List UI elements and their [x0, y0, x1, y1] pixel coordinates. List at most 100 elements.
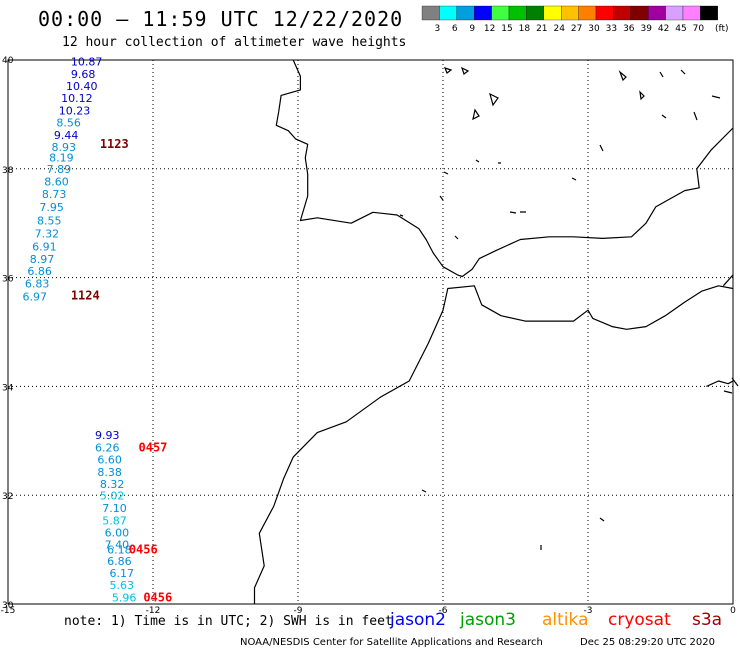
coastline	[253, 59, 734, 604]
color-bin-label: 30	[588, 24, 600, 34]
coastline-segment	[722, 274, 734, 287]
wave-height-value: 10.40	[66, 80, 98, 93]
color-bin-swatch	[421, 5, 440, 21]
island-outline	[399, 66, 739, 550]
color-bin-swatch	[491, 5, 510, 21]
color-bin-label: 18	[519, 24, 531, 34]
coastline-segment	[275, 59, 734, 278]
generated-timestamp: Dec 25 08:29:20 UTC 2020	[580, 637, 715, 648]
wave-height-value: 6.86	[107, 555, 132, 568]
mission-label-jason2: jason2	[389, 610, 446, 630]
wave-height-value: 6.86	[27, 265, 52, 278]
pass-time-labels: 1123 1124 0457 0456 0456	[71, 137, 172, 604]
mission-legend: jason2 jason3 altika cryosat s3a	[389, 610, 722, 630]
axis-tick-labels: -15 -12 -9 -6 -3 0 40 38 36 34 32 30	[1, 56, 736, 616]
color-bin-swatch	[474, 5, 492, 21]
wave-height-value: 8.38	[97, 466, 122, 479]
color-bin-swatch	[595, 5, 614, 21]
wave-height-value: 5.87	[102, 515, 127, 528]
wave-height-value: 5.96	[112, 591, 136, 604]
color-bin-label: 21	[536, 24, 547, 34]
color-scale-legend: 3 6 9 12 15 18 21 24 27 30 33 36 39 42 45 70	[421, 5, 718, 34]
wave-height-value: 6.17	[110, 567, 135, 580]
map-subtitle: 12 hour collection of altimeter wave hei…	[62, 35, 406, 50]
units-note: note: 1) Time is in UTC; 2) SWH is in fe…	[64, 614, 393, 629]
wave-height-value: 5.02	[100, 490, 125, 503]
color-bin-swatch	[648, 5, 666, 21]
wave-height-value: 8.19	[49, 152, 73, 165]
wave-height-value: 9.68	[71, 68, 96, 81]
wave-height-value: 6.26	[95, 442, 120, 455]
latitude-tick-label: 32	[2, 492, 13, 502]
wave-height-value: 10.87	[71, 55, 103, 68]
color-bin-swatch	[439, 5, 457, 21]
color-bin-label: 45	[675, 24, 686, 34]
wave-height-value: 5.63	[110, 579, 135, 592]
wave-height-value: 6.83	[25, 277, 49, 290]
altimeter-observations: 10.879.6810.4010.1210.238.569.448.938.19…	[23, 55, 137, 604]
wave-height-value: 7.95	[39, 201, 64, 214]
mission-label-cryosat: cryosat	[608, 610, 671, 630]
map-frame	[7, 59, 734, 605]
longitude-tick-label: 0	[730, 606, 736, 616]
wave-height-value: 6.18	[107, 543, 132, 556]
color-bin-swatch	[526, 5, 544, 21]
map-grid	[8, 60, 733, 604]
color-bin-label: 42	[658, 24, 669, 34]
wave-height-value: 6.00	[105, 527, 129, 540]
color-bin-label: 24	[553, 24, 565, 34]
color-bin-label: 15	[501, 24, 512, 34]
mission-label-jason3: jason3	[459, 610, 516, 630]
color-bin-label: 27	[571, 24, 582, 34]
wave-height-value: 9.44	[54, 129, 79, 142]
longitude-tick-label: -12	[146, 606, 161, 616]
color-bin-swatch	[700, 5, 718, 21]
color-bin-swatch	[456, 5, 475, 21]
color-bin-swatch	[508, 5, 527, 21]
color-bin-label: 36	[623, 24, 635, 34]
color-bin-swatch	[613, 5, 631, 21]
color-bin-label: 3	[435, 24, 441, 34]
wave-height-value: 6.91	[32, 240, 57, 253]
wave-height-value: 10.23	[59, 104, 91, 117]
coastal-islands	[399, 66, 739, 550]
wave-height-value: 7.32	[35, 227, 60, 240]
latitude-tick-label: 34	[2, 383, 14, 393]
wave-height-value: 8.97	[30, 253, 55, 266]
longitude-tick-label: -15	[1, 606, 16, 616]
wave-height-value: 7.40	[105, 539, 129, 552]
mission-label-s3a: s3a	[692, 610, 722, 630]
wave-height-value: 7.10	[102, 502, 127, 515]
color-bin-label: 6	[452, 24, 458, 34]
coastline-segment	[706, 380, 734, 387]
wave-height-value: 6.97	[23, 290, 48, 303]
color-bin-swatch	[630, 5, 649, 21]
latitude-tick-label: 36	[2, 275, 14, 285]
color-bin-label: 12	[484, 24, 495, 34]
mission-label-altika: altika	[542, 610, 589, 630]
color-bin-swatch	[682, 5, 701, 21]
map-area: 10.879.6810.4010.1210.238.569.448.938.19…	[1, 55, 739, 616]
wave-height-value: 9.93	[95, 429, 120, 442]
color-bin-swatch	[561, 5, 579, 21]
wave-height-value: 8.73	[42, 188, 66, 201]
wave-height-value: 8.93	[52, 141, 77, 154]
wave-height-value: 10.12	[61, 92, 93, 105]
color-bin-label: 39	[640, 24, 652, 34]
pass-time-label: 1124	[71, 288, 100, 302]
pass-time-label: 0457	[139, 441, 168, 455]
color-bin-label: 70	[693, 24, 705, 34]
wave-height-value: 8.55	[37, 214, 62, 227]
wave-height-value: 8.60	[44, 176, 69, 189]
wave-height-value: 8.56	[56, 116, 80, 129]
color-bin-swatch	[665, 5, 684, 21]
color-bin-swatch	[578, 5, 597, 21]
latitude-tick-label: 38	[2, 166, 14, 176]
color-bin-label: 33	[606, 24, 617, 34]
wave-height-value: 8.32	[100, 478, 125, 491]
color-bin-swatch	[543, 5, 562, 21]
credit-text: NOAA/NESDIS Center for Satellite Applica…	[240, 637, 543, 648]
longitude-tick-label: -3	[584, 606, 593, 616]
longitude-tick-label: -9	[294, 606, 303, 616]
map-title: 00:00 – 11:59 UTC 12/22/2020	[38, 7, 403, 31]
